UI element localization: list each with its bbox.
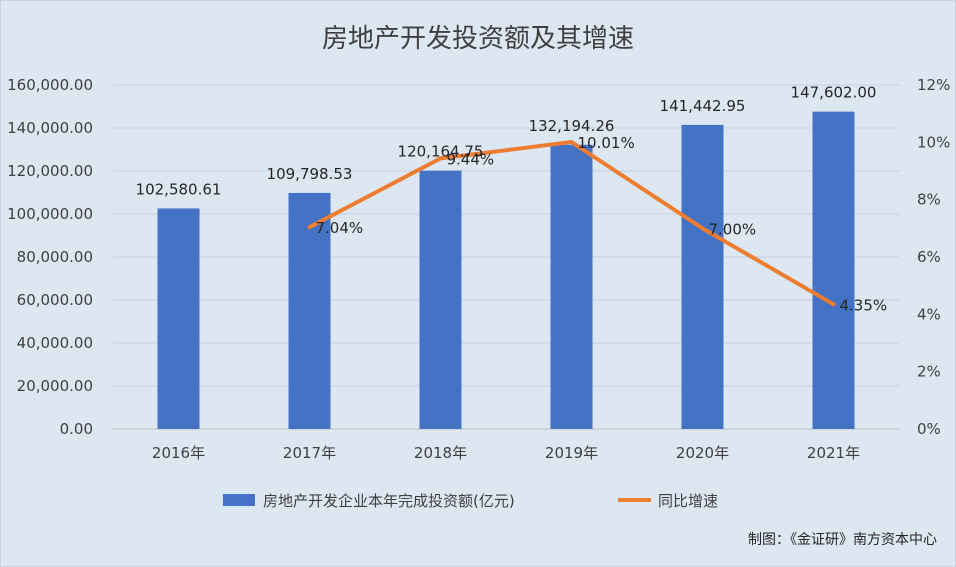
x-axis-tick-label: 2018年: [414, 444, 467, 462]
bar: [419, 170, 462, 429]
bar: [812, 111, 855, 429]
bar-series: [157, 111, 855, 430]
x-axis-tick-label: 2017年: [283, 444, 336, 462]
bar: [550, 144, 593, 429]
x-axis-tick-label: 2019年: [545, 444, 598, 462]
line-series: [307, 140, 836, 307]
gridlines: [113, 84, 899, 430]
line-data-label: 10.01%: [578, 134, 635, 152]
bar-data-label: 120,164.75: [398, 143, 484, 161]
legend-bar-swatch: [223, 494, 255, 506]
x-axis-tick-label: 2016年: [152, 444, 205, 462]
chart-credit: 制图：《金证研》南方资本中心: [748, 532, 937, 548]
bar: [288, 192, 331, 429]
line-point: [307, 225, 312, 230]
legend-bar-label: 房地产开发企业本年完成投资额(亿元): [263, 492, 515, 510]
line-data-label: 7.00%: [709, 220, 757, 238]
legend-line-label: 同比增速: [658, 492, 718, 510]
bar: [157, 208, 200, 429]
left-axis-tick-label: 20,000.00: [17, 377, 93, 395]
line-data-label: 4.35%: [840, 296, 888, 314]
bar-data-label: 102,580.61: [136, 180, 222, 198]
x-axis-tick-label: 2021年: [807, 444, 860, 462]
line-point: [438, 156, 443, 161]
bar: [681, 124, 724, 430]
line-data-label: 7.04%: [316, 219, 364, 237]
bar-data-label: 141,442.95: [660, 97, 746, 115]
right-axis-tick-label: 2%: [917, 363, 941, 381]
axis-labels: 0.00 20,000.00 40,000.00 60,000.00 80,000.00…: [7, 76, 950, 462]
line-data-label: 9.44%: [447, 150, 495, 168]
chart-title: 房地产开发投资额及其增速: [322, 24, 634, 54]
line-point: [569, 140, 574, 145]
right-axis-tick-label: 12%: [917, 76, 950, 94]
bar-data-label: 147,602.00: [791, 84, 877, 102]
x-axis-tick-label: 2020年: [676, 444, 729, 462]
right-axis-tick-label: 8%: [917, 191, 941, 209]
bar-data-label: 109,798.53: [267, 165, 353, 183]
legend: 房地产开发企业本年完成投资额(亿元) 同比增速: [223, 492, 718, 510]
left-axis-tick-label: 100,000.00: [7, 205, 93, 223]
left-axis-tick-label: 160,000.00: [7, 76, 93, 94]
left-axis-tick-label: 140,000.00: [7, 119, 93, 137]
right-axis-tick-label: 10%: [917, 133, 950, 151]
left-axis-tick-label: 0.00: [60, 420, 93, 438]
left-axis-tick-label: 60,000.00: [17, 291, 93, 309]
right-axis-tick-label: 6%: [917, 248, 941, 266]
line-point: [831, 302, 836, 307]
line-point: [700, 226, 705, 231]
right-axis-tick-label: 0%: [917, 420, 941, 438]
bar-data-label: 132,194.26: [529, 117, 615, 135]
left-axis-tick-label: 40,000.00: [17, 334, 93, 352]
right-axis-tick-label: 4%: [917, 305, 941, 323]
data-labels: 102,580.61 109,798.53 120,164.75 132,194.26…: [136, 84, 888, 315]
left-axis-tick-label: 80,000.00: [17, 248, 93, 266]
left-axis-tick-label: 120,000.00: [7, 162, 93, 180]
